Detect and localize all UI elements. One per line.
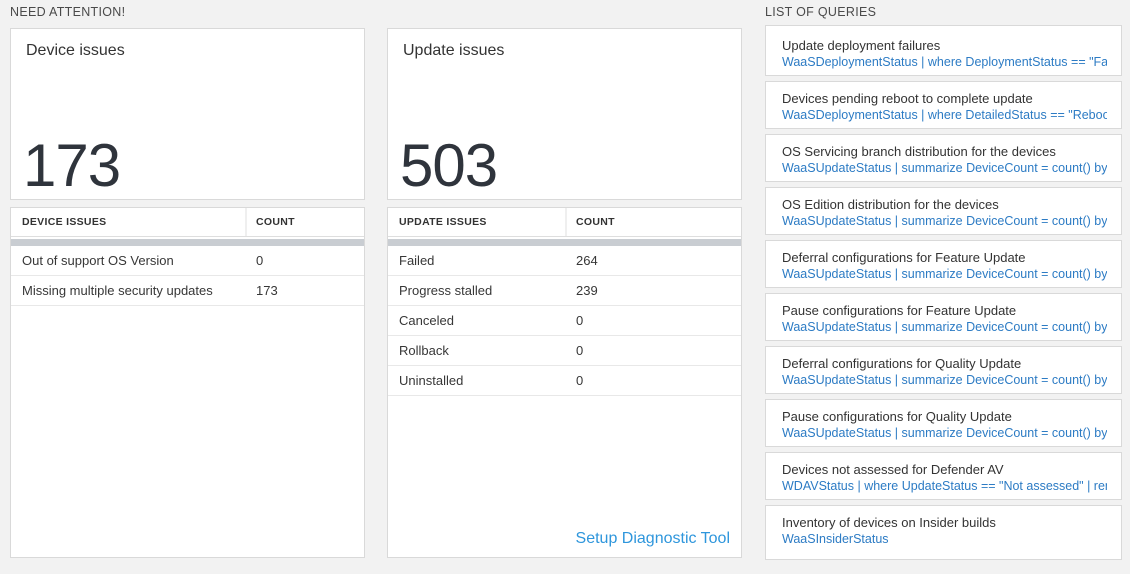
query-item[interactable]: Inventory of devices on Insider builds W… (765, 505, 1122, 560)
issue-count: 0 (576, 313, 584, 328)
issue-label: Progress stalled (399, 283, 493, 298)
table-row[interactable]: Missing multiple security updates 173 (11, 276, 364, 306)
issue-count: 0 (256, 253, 264, 268)
issue-count: 0 (576, 373, 584, 388)
column-header-update-issues: UPDATE ISSUES (399, 216, 487, 228)
device-issues-tile[interactable]: Device issues 173 (10, 28, 365, 200)
update-issues-table-header: UPDATE ISSUES COUNT (388, 208, 741, 237)
issue-count: 173 (256, 283, 278, 298)
query-item[interactable]: Pause configurations for Feature Update … (765, 293, 1122, 341)
table-row[interactable]: Canceled 0 (388, 306, 741, 336)
update-issues-tile[interactable]: Update issues 503 (387, 28, 742, 200)
query-text: WaaSUpdateStatus | summarize DeviceCount… (782, 426, 1107, 440)
section-title-need-attention: NEED ATTENTION! (10, 5, 126, 19)
column-header-device-issues: DEVICE ISSUES (22, 216, 107, 228)
table-row[interactable]: Progress stalled 239 (388, 276, 741, 306)
device-issues-count: 173 (23, 132, 121, 199)
update-issues-table: UPDATE ISSUES COUNT Failed 264 Progress … (387, 207, 742, 558)
device-issues-table-header: DEVICE ISSUES COUNT (11, 208, 364, 237)
query-title: Update deployment failures (782, 38, 941, 53)
issue-label: Missing multiple security updates (22, 283, 213, 298)
query-title: Devices pending reboot to complete updat… (782, 91, 1033, 106)
column-header-count: COUNT (565, 208, 741, 236)
setup-diagnostic-tool-link[interactable]: Setup Diagnostic Tool (575, 530, 730, 547)
query-text: WaaSDeploymentStatus | where DeploymentS… (782, 55, 1107, 69)
query-text: WaaSUpdateStatus | summarize DeviceCount… (782, 373, 1107, 387)
query-title: Inventory of devices on Insider builds (782, 515, 996, 530)
query-item[interactable]: Deferral configurations for Feature Upda… (765, 240, 1122, 288)
table-scrollbar[interactable] (11, 239, 364, 246)
query-item[interactable]: Deferral configurations for Quality Upda… (765, 346, 1122, 394)
update-issues-count: 503 (400, 132, 498, 199)
table-row[interactable]: Out of support OS Version 0 (11, 246, 364, 276)
query-text: WaaSUpdateStatus | summarize DeviceCount… (782, 214, 1107, 228)
query-title: Pause configurations for Quality Update (782, 409, 1012, 424)
query-title: Devices not assessed for Defender AV (782, 462, 1004, 477)
query-list: Update deployment failures WaaSDeploymen… (765, 25, 1122, 560)
query-text: WaaSUpdateStatus | summarize DeviceCount… (782, 161, 1107, 175)
table-row[interactable]: Failed 264 (388, 246, 741, 276)
query-text: WaaSUpdateStatus | summarize DeviceCount… (782, 267, 1107, 281)
query-title: Deferral configurations for Feature Upda… (782, 250, 1026, 265)
query-title: OS Servicing branch distribution for the… (782, 144, 1056, 159)
update-issues-tile-title: Update issues (403, 42, 505, 59)
query-item[interactable]: Devices not assessed for Defender AV WDA… (765, 452, 1122, 500)
query-item[interactable]: Update deployment failures WaaSDeploymen… (765, 25, 1122, 76)
query-text: WaaSUpdateStatus | summarize DeviceCount… (782, 320, 1107, 334)
query-text: WaaSInsiderStatus (782, 532, 889, 546)
table-scrollbar[interactable] (388, 239, 741, 246)
issue-count: 264 (576, 253, 598, 268)
issue-count: 0 (576, 343, 584, 358)
device-issues-tile-title: Device issues (26, 42, 125, 59)
column-header-count: COUNT (245, 208, 364, 236)
issue-label: Canceled (399, 313, 454, 328)
issue-label: Rollback (399, 343, 449, 358)
device-issues-table: DEVICE ISSUES COUNT Out of support OS Ve… (10, 207, 365, 558)
issue-count: 239 (576, 283, 598, 298)
query-title: Pause configurations for Feature Update (782, 303, 1017, 318)
query-item[interactable]: OS Servicing branch distribution for the… (765, 134, 1122, 182)
query-item[interactable]: Devices pending reboot to complete updat… (765, 81, 1122, 129)
query-item[interactable]: OS Edition distribution for the devices … (765, 187, 1122, 235)
issue-label: Out of support OS Version (22, 253, 174, 268)
table-row[interactable]: Rollback 0 (388, 336, 741, 366)
query-title: OS Edition distribution for the devices (782, 197, 999, 212)
query-text: WDAVStatus | where UpdateStatus == "Not … (782, 479, 1107, 493)
table-row[interactable]: Uninstalled 0 (388, 366, 741, 396)
issue-label: Failed (399, 253, 435, 268)
query-title: Deferral configurations for Quality Upda… (782, 356, 1022, 371)
query-text: WaaSDeploymentStatus | where DetailedSta… (782, 108, 1107, 122)
query-item[interactable]: Pause configurations for Quality Update … (765, 399, 1122, 447)
issue-label: Uninstalled (399, 373, 464, 388)
section-title-list-of-queries: LIST OF QUERIES (765, 5, 877, 19)
